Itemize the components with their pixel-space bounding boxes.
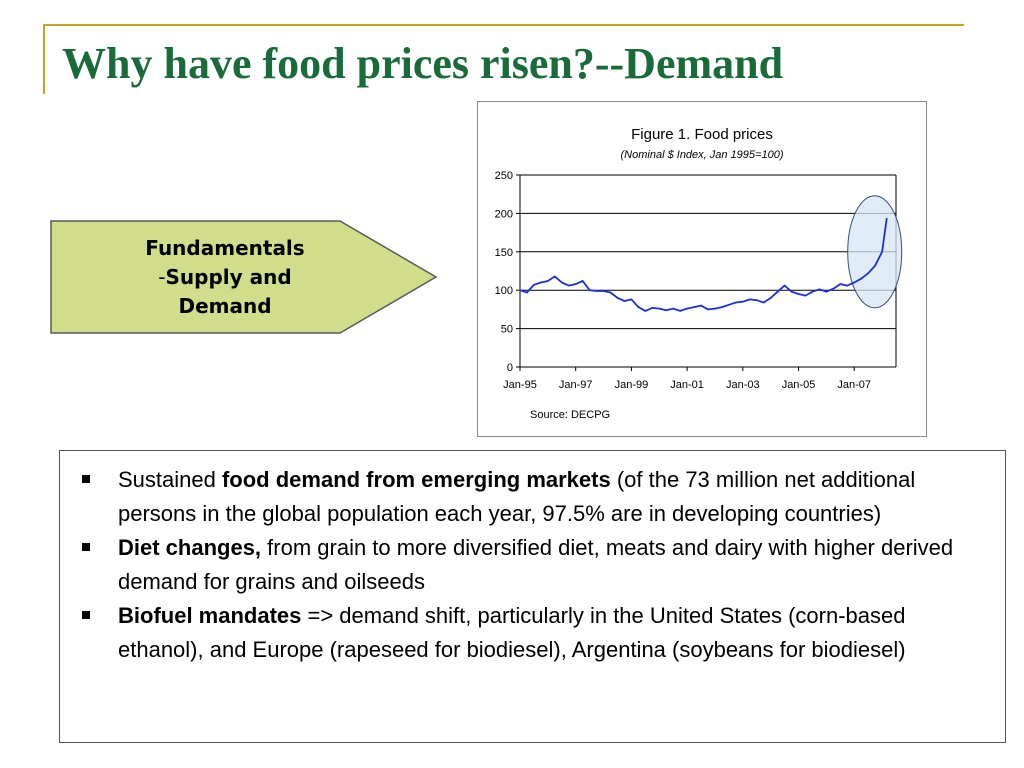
data-point xyxy=(644,310,647,312)
data-point xyxy=(609,291,612,294)
data-point xyxy=(825,290,828,293)
data-point xyxy=(623,300,626,302)
y-tick-label: 100 xyxy=(495,285,513,297)
x-tick-label: Jan-01 xyxy=(670,379,704,391)
decorative-left-rule xyxy=(43,24,45,94)
data-point xyxy=(672,307,675,310)
data-point xyxy=(790,290,793,293)
data-point xyxy=(727,303,730,306)
data-point xyxy=(811,290,814,293)
data-point xyxy=(874,264,877,267)
fundamentals-label: Fundamentals -Supply and Demand xyxy=(100,234,350,321)
data-point xyxy=(693,306,695,308)
data-point xyxy=(881,250,883,253)
data-point xyxy=(560,281,563,284)
data-point xyxy=(741,300,744,303)
arrow-line-3: Demand xyxy=(178,294,272,318)
bullet-item: Biofuel mandates => demand shift, partic… xyxy=(82,599,992,667)
data-point xyxy=(734,301,737,304)
data-point xyxy=(797,293,800,295)
data-point xyxy=(637,306,640,308)
data-point xyxy=(519,289,521,292)
data-point xyxy=(539,281,542,284)
arrow-line-1: Fundamentals xyxy=(145,236,305,260)
data-point xyxy=(665,309,668,312)
x-tick-label: Jan-97 xyxy=(559,379,593,391)
data-point xyxy=(588,289,591,292)
data-point xyxy=(602,290,605,292)
y-tick-label: 0 xyxy=(507,362,513,374)
data-point xyxy=(839,283,842,285)
data-point xyxy=(679,310,682,312)
square-bullet-icon xyxy=(82,475,90,483)
square-bullet-icon xyxy=(82,611,90,619)
data-point xyxy=(567,284,570,287)
data-point xyxy=(616,296,619,299)
data-point xyxy=(581,280,584,282)
pentagon-arrow-shape xyxy=(50,220,438,334)
data-point xyxy=(658,307,661,310)
data-point xyxy=(595,290,598,292)
bullet-item: Diet changes, from grain to more diversi… xyxy=(82,531,992,599)
data-point xyxy=(526,291,528,294)
arrow-line-2: -Supply and xyxy=(100,263,350,292)
data-point xyxy=(755,299,758,302)
y-tick-label: 150 xyxy=(495,247,513,259)
y-tick-label: 200 xyxy=(495,208,513,220)
highlight-ellipse xyxy=(847,195,903,309)
data-point xyxy=(804,294,807,297)
x-tick-label: Jan-05 xyxy=(782,379,816,391)
data-point xyxy=(630,298,633,301)
data-point xyxy=(721,306,723,308)
bullet-list: Sustained food demand from emerging mark… xyxy=(82,463,992,667)
data-point xyxy=(546,280,549,282)
data-point xyxy=(748,298,751,301)
bullet-bold-text: Biofuel mandates xyxy=(118,603,302,628)
arrow-line-2-dash: - xyxy=(158,265,166,289)
data-point xyxy=(574,283,577,285)
data-point xyxy=(867,272,870,275)
data-point xyxy=(860,277,863,280)
data-point xyxy=(533,283,535,286)
data-point xyxy=(769,296,772,299)
bullet-text: from grain to more diversified diet, mea… xyxy=(118,535,954,594)
data-point xyxy=(853,281,856,284)
y-tick-label: 250 xyxy=(495,170,513,182)
chart-subtitle: (Nominal $ Index, Jan 1995=100) xyxy=(620,149,784,161)
data-point xyxy=(700,304,702,307)
data-point xyxy=(686,307,689,310)
x-tick-label: Jan-03 xyxy=(726,379,760,391)
data-point xyxy=(762,301,765,304)
data-point xyxy=(553,275,556,278)
x-tick-label: Jan-99 xyxy=(615,379,649,391)
square-bullet-icon xyxy=(82,543,90,551)
bullet-text: (of the 73 million net additional person… xyxy=(118,467,916,526)
bullet-bold-text: food demand from emerging markets xyxy=(221,467,611,492)
data-point xyxy=(714,307,716,310)
food-price-line xyxy=(519,218,888,312)
data-point xyxy=(776,290,779,293)
y-tick-label: 50 xyxy=(501,324,513,336)
arrow-line-2-text: Supply and xyxy=(165,265,292,289)
bullet-points-box: Sustained food demand from emerging mark… xyxy=(59,450,1006,743)
chart-source: Source: DECPG xyxy=(530,409,611,421)
data-point xyxy=(846,284,849,287)
chart-title: Figure 1. Food prices xyxy=(631,126,773,143)
chart-plot: 0 50 100 150 200 250 Jan-95 Jan-97 Jan-99 Jan-01 J… xyxy=(495,170,903,391)
data-point xyxy=(783,284,786,287)
x-tick-label: Jan-07 xyxy=(837,379,871,391)
decorative-top-rule xyxy=(43,24,964,26)
food-price-chart: Figure 1. Food prices (Nominal $ Index, … xyxy=(477,101,927,437)
bullet-bold-text: Diet changes, xyxy=(118,535,262,560)
bullet-text: => demand shift, particularly in the Uni… xyxy=(118,603,906,662)
data-point xyxy=(832,287,835,290)
x-tick-label: Jan-95 xyxy=(503,379,537,391)
data-point xyxy=(707,308,709,311)
slide-title: Why have food prices risen?--Demand xyxy=(62,39,784,88)
data-point xyxy=(651,306,654,309)
bullet-text: Sustained xyxy=(118,467,222,492)
data-point xyxy=(818,288,821,291)
bullet-item: Sustained food demand from emerging mark… xyxy=(82,463,992,531)
data-point xyxy=(885,217,888,220)
